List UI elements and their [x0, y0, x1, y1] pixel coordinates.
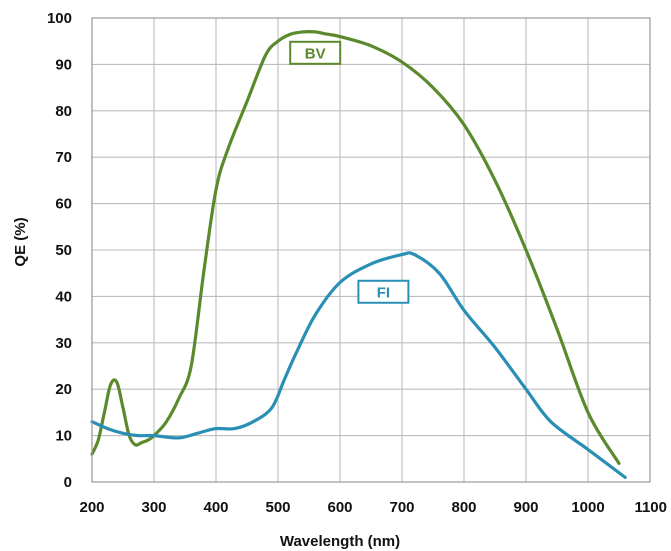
series-label-fi: FI [377, 284, 390, 301]
x-tick-label: 200 [79, 499, 104, 516]
x-tick-label: 900 [513, 499, 538, 516]
series-line-fi [90, 251, 627, 479]
x-tick-label: 400 [203, 499, 228, 516]
y-tick-label: 40 [55, 288, 72, 305]
x-tick-label: 1000 [571, 499, 604, 516]
y-tick-label: 90 [55, 56, 72, 73]
series-line-bv [90, 30, 621, 465]
x-tick-label: 500 [265, 499, 290, 516]
series-group: BV FI [90, 30, 627, 479]
y-tick-label: 10 [55, 428, 72, 445]
y-tick-labels: 0 10 20 30 40 50 60 70 80 90 100 [47, 10, 72, 491]
x-tick-label: 300 [141, 499, 166, 516]
y-tick-label: 100 [47, 10, 72, 27]
x-tick-label: 600 [327, 499, 352, 516]
y-tick-label: 0 [64, 474, 72, 491]
y-tick-label: 20 [55, 381, 72, 398]
plot-frame [91, 17, 651, 483]
x-tick-label: 800 [451, 499, 476, 516]
y-tick-label: 80 [55, 103, 72, 120]
series-label-box-bv [289, 40, 342, 65]
x-tick-label: 1100 [634, 499, 667, 516]
y-tick-label: 30 [55, 335, 72, 352]
x-axis-title: Wavelength (nm) [280, 533, 400, 550]
x-tick-labels: 200 300 400 500 600 700 800 900 1000 1100 [79, 499, 667, 516]
series-label-box-fi [357, 279, 410, 304]
x-tick-label: 700 [389, 499, 414, 516]
y-axis-title: QE (%) [12, 217, 29, 266]
y-tick-label: 50 [55, 242, 72, 259]
y-tick-label: 70 [55, 149, 72, 166]
y-tick-label: 60 [55, 196, 72, 213]
series-label-bv: BV [305, 45, 326, 62]
